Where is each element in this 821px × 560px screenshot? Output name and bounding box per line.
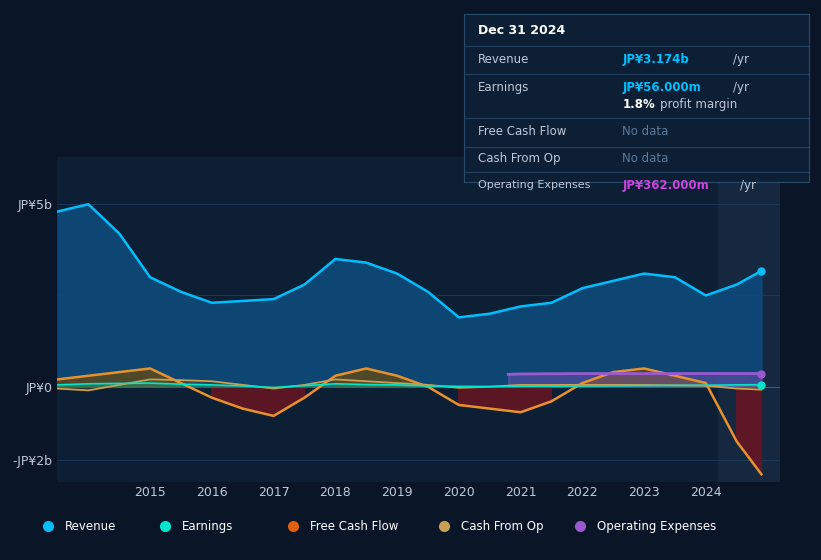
Text: JP¥362.000m: JP¥362.000m <box>622 179 709 192</box>
Text: Cash From Op: Cash From Op <box>478 152 560 165</box>
Text: Earnings: Earnings <box>478 81 529 95</box>
Text: No data: No data <box>622 125 669 138</box>
Text: JP¥3.174b: JP¥3.174b <box>622 53 690 66</box>
Text: Free Cash Flow: Free Cash Flow <box>478 125 566 138</box>
Text: JP¥56.000m: JP¥56.000m <box>622 81 701 95</box>
Text: Operating Expenses: Operating Expenses <box>597 520 716 533</box>
Text: /yr: /yr <box>733 81 749 95</box>
Text: profit margin: profit margin <box>660 98 737 111</box>
Bar <box>718 157 780 482</box>
Text: Dec 31 2024: Dec 31 2024 <box>478 24 565 38</box>
Text: /yr: /yr <box>740 179 755 192</box>
Text: Earnings: Earnings <box>181 520 233 533</box>
Text: Operating Expenses: Operating Expenses <box>478 180 590 190</box>
Text: Revenue: Revenue <box>65 520 116 533</box>
Text: Cash From Op: Cash From Op <box>461 520 544 533</box>
Text: No data: No data <box>622 152 669 165</box>
Text: /yr: /yr <box>733 53 749 66</box>
Text: Free Cash Flow: Free Cash Flow <box>310 520 398 533</box>
Text: Revenue: Revenue <box>478 53 529 66</box>
Text: 1.8%: 1.8% <box>622 98 655 111</box>
